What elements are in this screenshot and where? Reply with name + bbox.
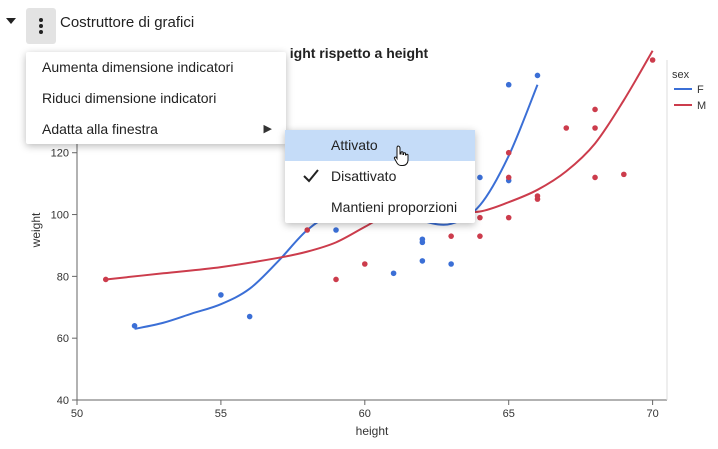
- data-point-F: [218, 292, 224, 298]
- data-point-M: [477, 233, 483, 239]
- x-tick-label: 50: [71, 408, 83, 420]
- data-point-M: [592, 106, 598, 113]
- y-tick-label: 40: [57, 395, 69, 407]
- checkmark-icon: [303, 169, 319, 183]
- submenu-item-label: Mantieni proporzioni: [331, 199, 458, 215]
- data-point-F: [448, 261, 454, 267]
- x-tick-label: 70: [646, 408, 658, 420]
- data-point-M: [621, 171, 627, 178]
- data-point-F: [534, 72, 541, 79]
- submenu-item-keep-proportions[interactable]: Mantieni proporzioni: [285, 192, 475, 223]
- hand-pointer-cursor-icon: [393, 145, 409, 166]
- data-point-F: [477, 174, 483, 181]
- collapse-triangle-icon[interactable]: [4, 14, 18, 28]
- data-point-M: [505, 174, 512, 181]
- data-point-M: [534, 193, 541, 199]
- legend-label-F: F: [697, 84, 704, 96]
- data-point-M: [477, 214, 483, 221]
- submenu-arrow-icon: ▶: [263, 123, 272, 135]
- legend-label-M: M: [697, 100, 706, 112]
- menu-item-decrease-marker-size[interactable]: Riduci dimensione indicatori: [26, 83, 286, 114]
- menu-item-label: Riduci dimensione indicatori: [42, 90, 217, 106]
- data-point-M: [563, 125, 570, 131]
- y-tick-label: 60: [57, 333, 69, 345]
- data-point-M: [304, 227, 311, 233]
- data-point-M: [505, 214, 512, 221]
- options-menu: Aumenta dimensione indicatori Riduci dim…: [26, 52, 286, 144]
- data-point-F: [333, 227, 339, 233]
- y-tick-label: 80: [57, 271, 69, 283]
- x-tick-label: 65: [503, 408, 515, 420]
- data-point-M: [649, 57, 656, 63]
- submenu-item-disabled[interactable]: Disattivato: [285, 161, 475, 192]
- data-point-M: [333, 276, 339, 283]
- more-options-button[interactable]: [26, 8, 56, 44]
- chart-title: ight rispetto a height: [289, 45, 429, 61]
- menu-item-fit-to-window[interactable]: Adatta alla finestra ▶: [26, 114, 286, 145]
- y-axis-label: weight: [29, 212, 43, 248]
- menu-item-increase-marker-size[interactable]: Aumenta dimensione indicatori: [26, 52, 286, 83]
- fit-to-window-submenu: Attivato Disattivato Mantieni proporzion…: [285, 130, 475, 223]
- header-title: Costruttore di grafici: [60, 14, 195, 31]
- data-point-M: [505, 149, 512, 156]
- data-point-M: [362, 261, 368, 267]
- data-point-M: [102, 276, 109, 283]
- menu-item-label: Adatta alla finestra: [42, 121, 158, 137]
- data-point-F: [390, 270, 397, 277]
- x-axis-label: height: [356, 424, 389, 438]
- data-point-F: [131, 323, 138, 329]
- data-point-M: [592, 125, 598, 131]
- data-point-F: [419, 258, 426, 264]
- data-point-F: [246, 313, 253, 320]
- chart-builder-header: Costruttore di grafici: [0, 0, 718, 46]
- x-tick-label: 55: [215, 408, 227, 420]
- x-tick-label: 60: [359, 408, 371, 420]
- data-point-M: [592, 174, 598, 181]
- data-point-F: [419, 236, 426, 243]
- vertical-dots-icon: [39, 18, 43, 34]
- submenu-item-enabled[interactable]: Attivato: [285, 130, 475, 161]
- y-tick-label: 100: [51, 210, 69, 222]
- y-tick-label: 120: [51, 148, 69, 160]
- data-point-M: [448, 233, 454, 239]
- data-point-F: [505, 81, 512, 88]
- legend-title: sex: [672, 69, 690, 81]
- menu-item-label: Aumenta dimensione indicatori: [42, 59, 234, 75]
- submenu-item-label: Disattivato: [331, 168, 397, 184]
- submenu-item-label: Attivato: [331, 137, 378, 153]
